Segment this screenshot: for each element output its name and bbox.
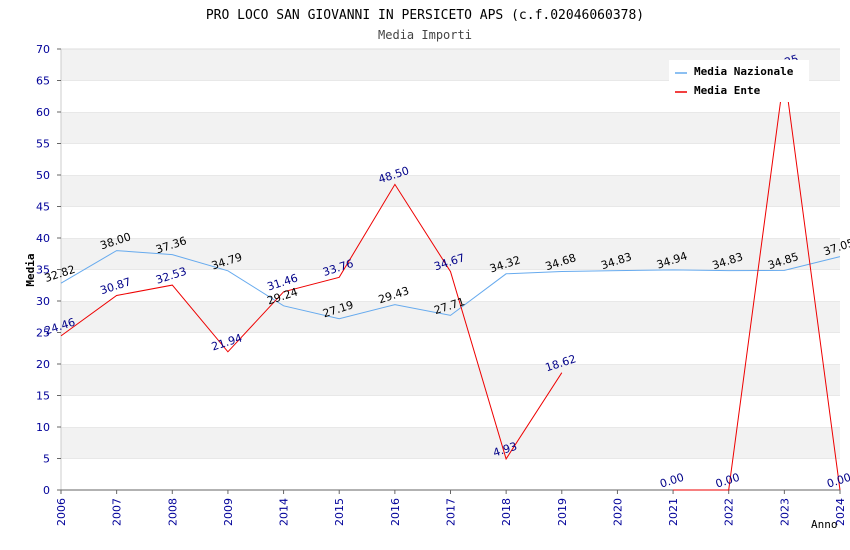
x-tick-label: 2019 [556,498,569,526]
series-line-media-nazionale [60,250,841,320]
y-tick-label: 40 [36,232,50,245]
x-tick-label: 2009 [222,498,235,526]
x-tick-label: 2008 [166,498,179,526]
chart-title: PRO LOCO SAN GIOVANNI IN PERSICETO APS (… [206,8,644,23]
y-tick-label: 55 [36,138,50,151]
y-tick-label: 5 [43,453,50,466]
x-tick-label: 2014 [278,498,291,526]
y-tick-label: 35 [36,264,50,277]
grid-band [61,238,840,270]
legend: Media Nazionale Media Ente [669,60,809,102]
y-tick-label: 45 [36,201,50,214]
grid-band [61,364,840,396]
legend-box [669,60,809,102]
y-tick-label: 20 [36,358,50,371]
series-line-media-ente [673,72,841,491]
legend-label-media-ente: Media Ente [694,84,761,97]
x-tick-label: 2015 [333,498,346,526]
x-tick-label: 2024 [834,498,847,526]
grid-band [61,301,840,333]
y-axis-label: Media [24,253,37,286]
grid-band [61,427,840,459]
grid-band [61,269,840,301]
grid-band [61,143,840,175]
x-tick-label: 2006 [55,498,68,526]
y-tick-label: 15 [36,390,50,403]
grid-band [61,206,840,238]
x-tick-label: 2017 [445,498,458,526]
chart-subtitle: Media Importi [378,28,472,42]
x-tick-label: 2016 [389,498,402,526]
y-tick-label: 0 [43,484,50,497]
x-tick-label: 2022 [723,498,736,526]
y-tick-label: 65 [36,75,50,88]
y-tick-label: 30 [36,295,50,308]
y-tick-label: 10 [36,421,50,434]
x-axis-label: Anno [811,518,838,531]
x-tick-label: 2018 [500,498,513,526]
y-tick-label: 50 [36,169,50,182]
series-lines [60,72,841,491]
x-tick-label: 2021 [667,498,680,526]
axes: 0 5 10 15 20 25 30 35 40 45 50 55 60 65 70 2006 2007 2008… [36,43,847,526]
x-tick-label: 2023 [778,498,791,526]
y-tick-label: 60 [36,106,50,119]
y-tick-label: 70 [36,43,50,56]
x-tick-label: 2020 [611,498,624,526]
data-label-media-ente: 0.00 [825,471,850,491]
grid-band [61,175,840,207]
grid-band [61,458,840,490]
grid-band [61,395,840,427]
y-tick-label: 25 [36,327,50,340]
grid-band [61,112,840,144]
grid-band [61,332,840,364]
series-line-media-ente [60,183,563,461]
x-tick-label: 2007 [111,498,124,526]
legend-label-media-nazionale: Media Nazionale [694,65,794,78]
